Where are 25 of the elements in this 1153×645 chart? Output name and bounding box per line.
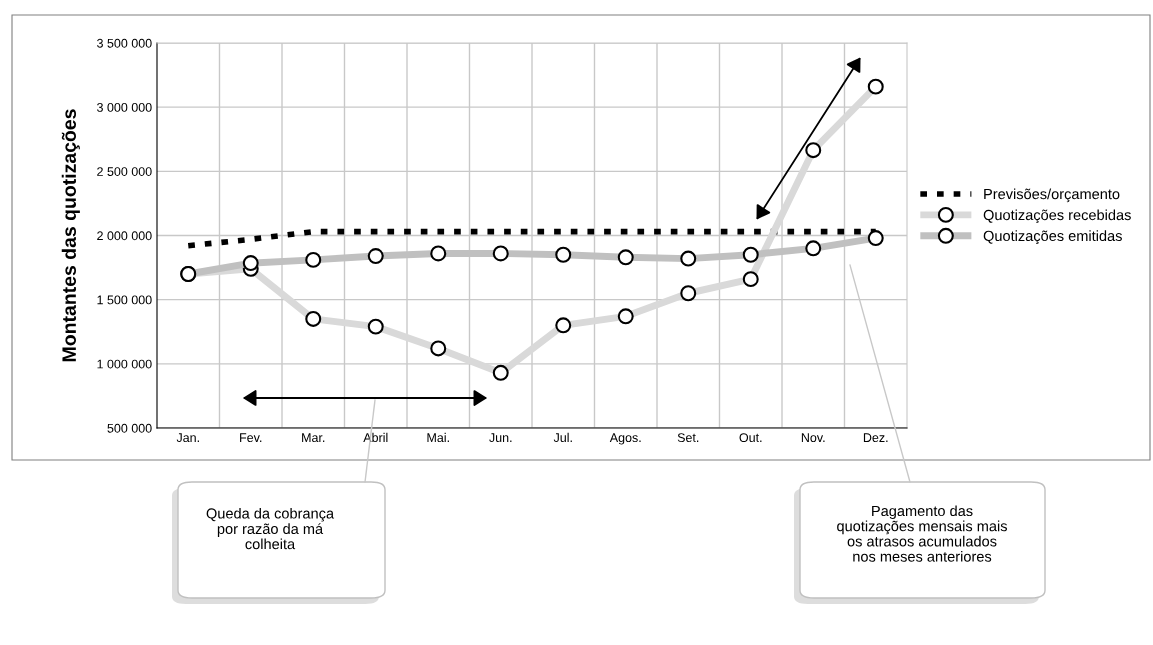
text: Pagamento das quotizações mensais mais os atrasos acumulados nos meses anteriores: [837, 505, 1007, 562]
x-tick-label: Mai.: [427, 432, 449, 443]
x-tick-label: Jun.: [489, 433, 512, 443]
y-tick-label: 1 000 000: [97, 359, 152, 369]
y-tick-label: 2 000 000: [97, 231, 152, 241]
text: Queda da cobrança por razão da má colheita: [206, 507, 335, 550]
legend-label: Previsões/orçamento: [984, 188, 1120, 203]
y-tick-label: 500 000: [107, 423, 152, 433]
x-tick-label: Out.: [739, 433, 762, 443]
x-tick-label: Set.: [677, 433, 699, 443]
legend-label: Quotizações emitidas: [983, 230, 1122, 245]
y-tick-label: 1 500 000: [97, 295, 152, 305]
x-tick-label: Mar.: [302, 433, 325, 443]
y-axis-title: Montantes das quotizações: [61, 109, 80, 362]
x-tick-label: Jul.: [553, 432, 572, 443]
x-tick-label: Nov.: [801, 433, 825, 443]
legend-label: Quotizações recebidas: [983, 209, 1131, 224]
x-tick-label: Abril: [363, 432, 388, 443]
x-tick-label: Jan.: [176, 433, 199, 443]
y-tick-label: 3 500 000: [97, 38, 152, 48]
y-tick-label: 3 000 000: [97, 102, 152, 112]
x-tick-label: Dez.: [863, 433, 888, 443]
y-tick-label: 2 500 000: [97, 167, 152, 176]
x-tick-label: Fev.: [240, 433, 262, 443]
x-tick-label: Agos.: [609, 433, 641, 445]
